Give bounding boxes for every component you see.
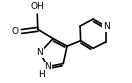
Text: N: N (44, 62, 51, 71)
Text: H: H (38, 70, 45, 79)
Text: OH: OH (30, 2, 44, 11)
Text: N: N (36, 48, 43, 57)
Text: O: O (12, 27, 19, 36)
Text: N: N (103, 22, 110, 31)
